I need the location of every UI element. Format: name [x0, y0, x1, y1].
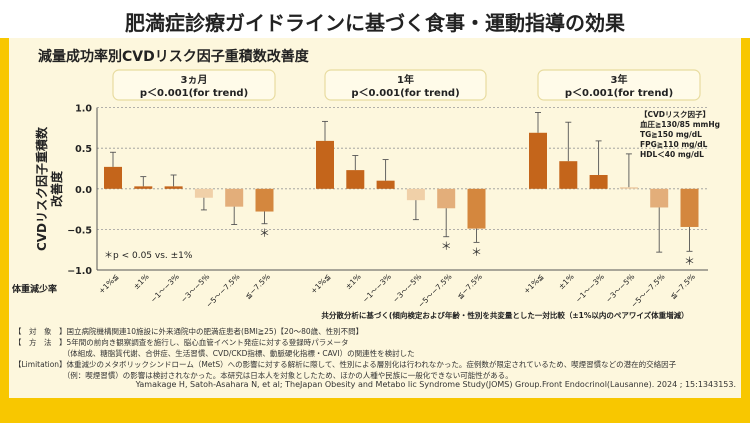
bar — [225, 188, 244, 207]
bar — [134, 186, 153, 189]
citation: Yamakage H, Satoh-Asahara N, et al; TheJ… — [135, 380, 736, 389]
panel-title: 1年 — [397, 73, 414, 86]
bar — [104, 166, 122, 189]
note-subject: 【 対 象 】国立病院機構関連10施設に外来通院中の肥満症患者(BMI≧25)【… — [14, 327, 364, 336]
significance-star: ＊ — [471, 245, 482, 258]
y-tick-label: −1.0 — [67, 266, 92, 277]
note-method-2: （体組成、糖脂質代謝、合併症、生活習慣、CVD/CKD指標、動脈硬化指標・CAV… — [14, 349, 415, 358]
bar — [406, 188, 425, 201]
chart-subtitle: 減量成功率別CVDリスク因子重積数改善度 — [38, 49, 309, 65]
bar — [255, 188, 274, 212]
x-axis-label: 体重減少率 — [12, 283, 57, 295]
cvd-risk-factor-legend: 【CVDリスク因子】 — [640, 109, 710, 119]
bar — [437, 188, 456, 209]
note-method: 【 方 法 】5年間の前向き観察調査を施行し、脳心血管イベント発症に対する登録時… — [14, 338, 349, 347]
bar — [529, 132, 547, 189]
y-axis-label: CVDリスク因子重積数 — [34, 126, 49, 251]
significance-star: ＊ — [684, 254, 695, 267]
panel-title: 3年 — [611, 73, 628, 86]
x-tick-label: +1%≦ — [97, 272, 121, 296]
x-tick-label: −1～−3% — [149, 272, 181, 304]
bar — [316, 140, 334, 189]
x-tick-label: −1～−3% — [574, 272, 606, 304]
panel-header-box — [112, 69, 276, 101]
footnote-analysis: 共分散分析に基づく(傾向検定および年齢・性別を共変量とした一対比較（±1%以内の… — [321, 310, 688, 320]
panel-p-value: p＜0.001(for trend) — [565, 87, 673, 99]
bar — [559, 161, 578, 189]
panel-title: 3ヵ月 — [181, 74, 208, 86]
y-tick-label: 0.0 — [75, 185, 92, 196]
bar — [589, 174, 608, 189]
y-tick-label: 0.5 — [75, 144, 92, 155]
cvd-risk-factor-legend: FPG≧110 mg/dL — [640, 140, 708, 149]
panel-header-box — [537, 69, 701, 101]
title-bar — [0, 0, 750, 38]
x-tick-label: ±1% — [131, 272, 150, 291]
bar — [194, 188, 213, 198]
panel-p-value: p＜0.001(for trend) — [351, 87, 459, 99]
x-tick-label: ≦−7.5% — [455, 272, 484, 301]
cvd-risk-factor-legend: HDL＜40 mg/dL — [640, 150, 704, 159]
significance-star: ＊ — [441, 240, 452, 253]
note-limitation: 【Limitation】体重減少のメタボリックシンドローム（MetS）への影響に… — [14, 360, 677, 369]
x-tick-label: +1%≦ — [522, 272, 546, 296]
x-tick-label: ≦−7.5% — [668, 272, 697, 301]
x-tick-label: ≦−7.5% — [243, 272, 272, 301]
panel-p-value: p＜0.001(for trend) — [140, 87, 248, 99]
bar — [467, 188, 486, 229]
x-tick-label: +1%≦ — [309, 272, 333, 296]
bar — [619, 187, 638, 189]
note-limitation-2: （例：喫煙習慣）の影響は検討されなかった。本研究は日本人を対象としたため、ほかの… — [14, 371, 513, 380]
bar — [376, 180, 395, 189]
y-axis-label-2: 改善度 — [49, 170, 64, 207]
x-tick-label: −1～−3% — [361, 272, 393, 304]
y-tick-label: 1.0 — [75, 104, 92, 115]
bar — [164, 186, 183, 189]
panel-header-box — [324, 69, 487, 101]
significance-note: ＊p < 0.05 vs. ±1% — [104, 251, 193, 261]
page-title: 肥満症診療ガイドラインに基づく食事・運動指導の効果 — [125, 11, 625, 35]
x-tick-label: ±1% — [343, 272, 362, 291]
bar — [346, 170, 365, 189]
bar — [680, 188, 699, 227]
y-tick-label: −0.5 — [67, 225, 92, 236]
cvd-risk-factor-legend: 血圧≧130/85 mmHg — [640, 119, 720, 129]
bar — [650, 188, 669, 208]
significance-star: ＊ — [259, 227, 270, 240]
content-card — [9, 0, 741, 398]
cvd-risk-factor-legend: TG≧150 mg/dL — [640, 130, 702, 139]
x-tick-label: ±1% — [556, 272, 575, 291]
